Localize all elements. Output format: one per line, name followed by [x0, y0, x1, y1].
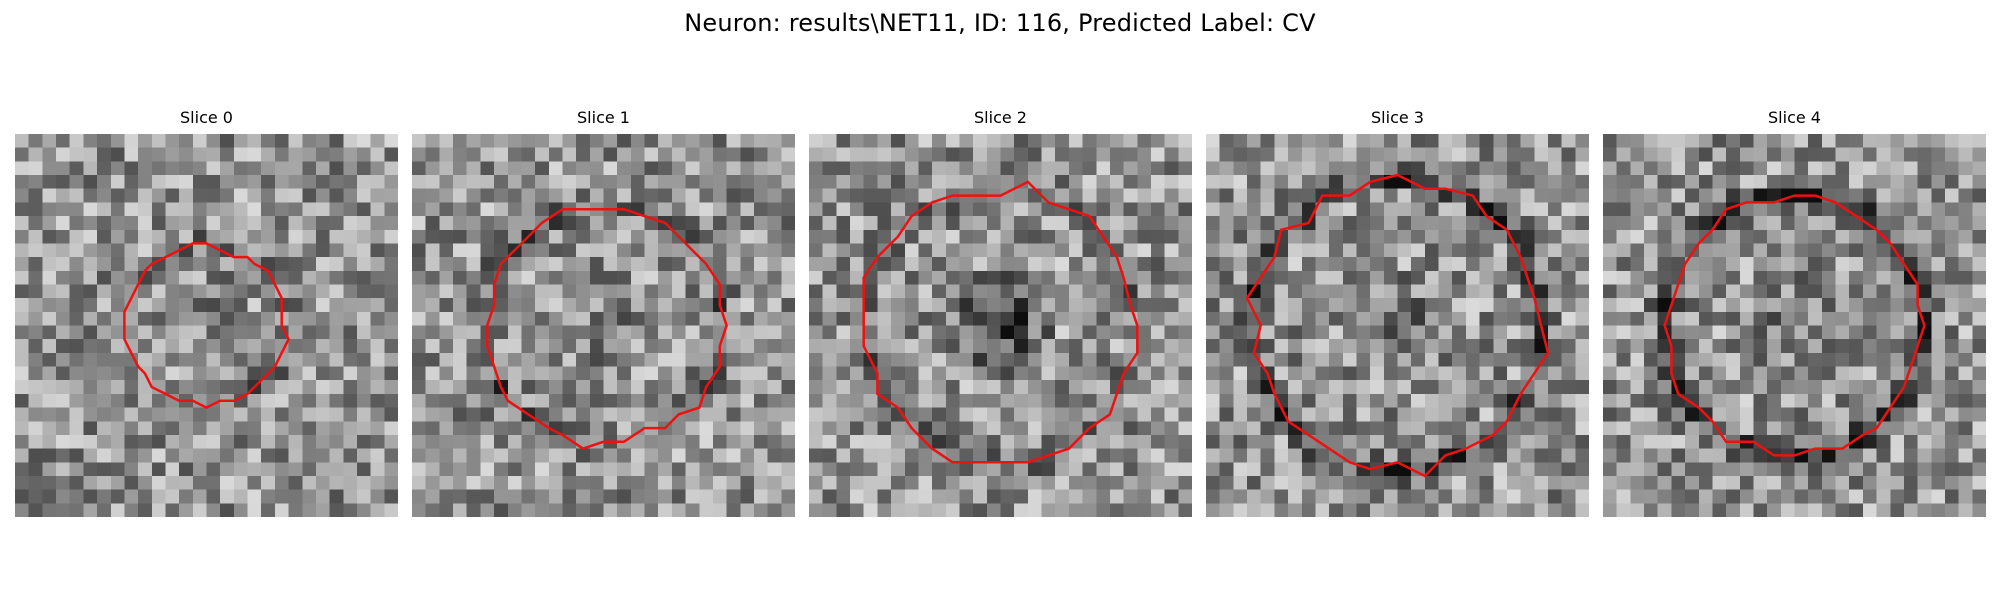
slice-image-3 [1206, 134, 1589, 517]
slice-image-0 [15, 134, 398, 517]
slice-image-1 [412, 134, 795, 517]
slice-image-4 [1603, 134, 1986, 517]
segmentation-contour [123, 242, 290, 409]
slice-panel-1: Slice 1 [412, 108, 795, 517]
segmentation-contour [485, 207, 728, 450]
slice-image-2 [809, 134, 1192, 517]
slice-title-2: Slice 2 [974, 108, 1027, 127]
slice-title-1: Slice 1 [577, 108, 630, 127]
slice-panel-3: Slice 3 [1206, 108, 1589, 517]
slice-title-4: Slice 4 [1768, 108, 1821, 127]
segmentation-contour [862, 180, 1139, 464]
figure-title: Neuron: results\NET11, ID: 116, Predicte… [684, 9, 1316, 37]
slice-panel-4: Slice 4 [1603, 108, 1986, 517]
slice-panel-2: Slice 2 [809, 108, 1192, 517]
segmentation-contour [1245, 173, 1550, 478]
slice-panel-0: Slice 0 [15, 108, 398, 517]
slice-title-3: Slice 3 [1371, 108, 1424, 127]
segmentation-contour [1663, 194, 1926, 457]
slice-title-0: Slice 0 [180, 108, 233, 127]
